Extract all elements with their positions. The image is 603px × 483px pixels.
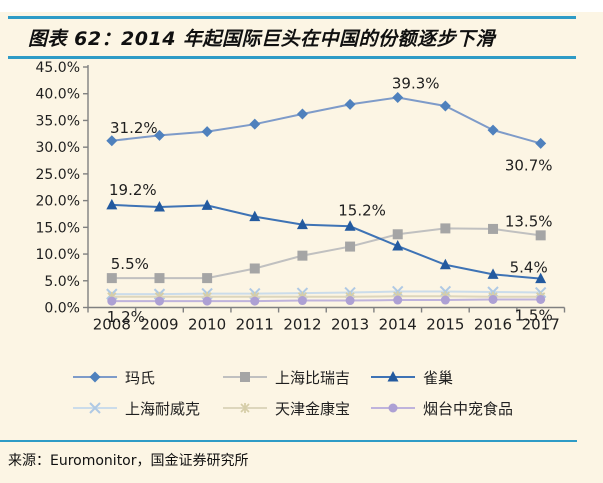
chart-legend: 玛氏 上海比瑞吉 雀巢上海耐威克 天津金康宝 烟台中宠食品 [72,366,550,419]
data-label: 15.2% [338,201,386,219]
legend-item-0: 玛氏 [72,366,222,388]
svg-text:2017: 2017 [522,316,560,334]
svg-text:2009: 2009 [140,316,178,334]
legend-item-5: 烟台中宠食品 [370,397,550,419]
top-margin-strip [0,0,603,12]
svg-text:2010: 2010 [188,316,226,334]
source-divider [0,440,577,442]
series-2 [106,198,547,284]
data-label: 1.5% [515,306,553,324]
svg-text:40.0%: 40.0% [36,87,80,103]
triangle-marker-icon [371,371,415,382]
legend-item-4: 天津金康宝 [222,397,370,419]
x-marker-icon [73,402,117,414]
svg-text:10.0%: 10.0% [36,247,80,263]
data-label: 13.5% [505,212,553,230]
figure-title-block: 图表 62：2014 年起国际巨头在中国的份额逐步下滑 [8,16,576,59]
source-note: 来源：Euromonitor，国金证券研究所 [8,453,249,469]
svg-text:25.0%: 25.0% [36,167,80,183]
legend-item-2: 雀巢 [370,366,550,388]
legend-label: 上海比瑞吉 [275,368,351,387]
data-label: 5.4% [510,259,548,277]
svg-text:0.0%: 0.0% [44,301,80,317]
svg-text:2011: 2011 [236,316,274,334]
square-marker-icon [223,372,267,382]
svg-text:5.0%: 5.0% [44,274,80,290]
figure-title: 图表 62：2014 年起国际巨头在中国的份额逐步下滑 [28,28,496,50]
legend-label: 上海耐威克 [125,399,201,418]
svg-text:2014: 2014 [379,316,417,334]
series-0 [106,91,547,149]
legend-item-3: 上海耐威克 [72,397,222,419]
svg-text:45.0%: 45.0% [36,60,80,76]
data-label: 19.2% [109,181,157,199]
data-label: 5.5% [111,255,149,273]
asterisk-marker-icon [223,403,267,413]
line-chart: 0.0% 5.0% 10.0% 15.0% 20.0% 25.0% 30.0% 35.0% 40… [36,60,566,334]
svg-text:2012: 2012 [283,316,321,334]
svg-text:35.0%: 35.0% [36,113,80,129]
data-label: 39.3% [392,74,440,92]
svg-text:2013: 2013 [331,316,369,334]
svg-text:30.0%: 30.0% [36,140,80,156]
series-1 [106,223,546,284]
data-label: 1.2% [107,308,145,326]
svg-text:20.0%: 20.0% [36,194,80,210]
data-label: 30.7% [505,156,553,174]
svg-text:2016: 2016 [474,316,512,334]
circle-marker-icon [371,403,415,413]
diamond-marker-icon [73,371,117,383]
svg-text:2015: 2015 [426,316,464,334]
legend-label: 天津金康宝 [275,399,351,418]
svg-text:2008: 2008 [93,316,131,334]
legend-label: 雀巢 [423,368,454,387]
series-5 [107,294,546,306]
svg-text:15.0%: 15.0% [36,220,80,236]
legend-label: 玛氏 [125,368,156,387]
legend-label: 烟台中宠食品 [423,399,514,418]
legend-item-1: 上海比瑞吉 [222,366,370,388]
data-label: 31.2% [110,119,158,137]
